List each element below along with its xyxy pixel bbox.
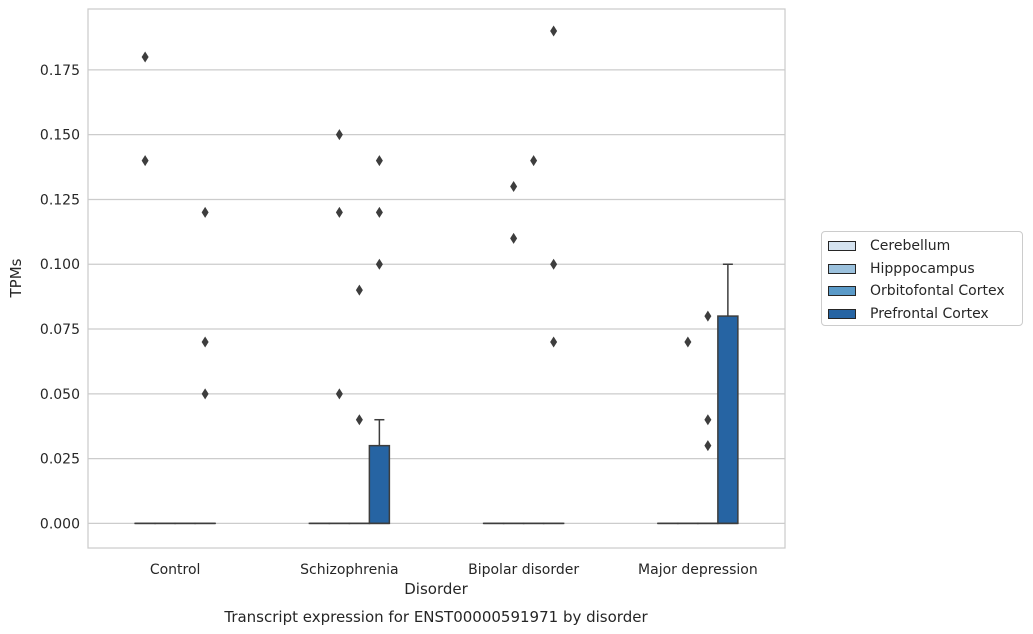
x-tick-labels: Control Schizophrenia Bipolar disorder Majo… bbox=[150, 562, 758, 578]
box-group bbox=[522, 155, 545, 525]
legend-item: Hipppocampus bbox=[828, 258, 1022, 281]
outlier-point bbox=[335, 129, 343, 141]
y-tick-label: 0.125 bbox=[40, 192, 80, 208]
box-group bbox=[194, 206, 216, 525]
outlier-point bbox=[704, 310, 712, 322]
chart-title: Transcript expression for ENST0000059197… bbox=[223, 608, 648, 626]
legend-label: Orbitofontal Cortex bbox=[870, 283, 1005, 300]
y-axis-title: TPMs bbox=[7, 258, 25, 298]
outlier-point bbox=[375, 155, 383, 167]
outlier-point bbox=[201, 336, 209, 348]
legend-item: Orbitofontal Cortex bbox=[828, 280, 1022, 303]
x-tick-label: Major depression bbox=[638, 562, 758, 578]
box-group bbox=[368, 155, 391, 525]
legend-item: Cerebellum bbox=[828, 235, 1022, 258]
outlier-point bbox=[375, 206, 383, 218]
legend-label: Prefrontal Cortex bbox=[870, 305, 989, 322]
box-group bbox=[677, 336, 699, 525]
outlier-point bbox=[335, 206, 343, 218]
legend-item: Prefrontal Cortex bbox=[828, 303, 1022, 326]
legend-swatch bbox=[828, 286, 856, 297]
box-group bbox=[542, 25, 565, 525]
outlier-point bbox=[141, 51, 149, 63]
box-group bbox=[348, 284, 371, 525]
outlier-point bbox=[335, 388, 343, 400]
y-tick-label: 0.100 bbox=[40, 257, 80, 273]
outlier-point bbox=[550, 258, 558, 270]
y-tick-label: 0.175 bbox=[40, 63, 80, 79]
outlier-point bbox=[704, 440, 712, 452]
outlier-point bbox=[141, 155, 149, 167]
box-group bbox=[134, 51, 156, 525]
y-tick-labels: 0.000 0.025 0.050 0.075 0.100 0.125 0.150 0.175 bbox=[40, 63, 80, 532]
outlier-point bbox=[375, 258, 383, 270]
legend: Cerebellum Hipppocampus Orbitofontal Cor… bbox=[821, 231, 1023, 326]
x-axis-title: Disorder bbox=[404, 580, 468, 598]
box-rect bbox=[717, 315, 739, 525]
outlier-point bbox=[530, 155, 538, 167]
x-tick-label: Control bbox=[150, 562, 201, 578]
outlier-point bbox=[201, 388, 209, 400]
plot-frame bbox=[87, 8, 786, 549]
y-tick-label: 0.050 bbox=[40, 387, 80, 403]
grid-lines bbox=[88, 69, 785, 525]
y-tick-label: 0.025 bbox=[40, 452, 80, 468]
y-tick-label: 0.150 bbox=[40, 128, 80, 144]
outlier-point bbox=[550, 25, 558, 37]
box-rect bbox=[368, 444, 391, 525]
y-tick-label: 0.000 bbox=[40, 516, 80, 532]
outlier-point bbox=[510, 232, 518, 244]
outlier-point bbox=[355, 414, 363, 426]
legend-swatch bbox=[828, 263, 856, 274]
legend-label: Hipppocampus bbox=[870, 260, 975, 277]
y-tick-label: 0.075 bbox=[40, 322, 80, 338]
outlier-point bbox=[355, 284, 363, 296]
outlier-point bbox=[550, 336, 558, 348]
legend-swatch bbox=[828, 308, 856, 319]
outlier-point bbox=[704, 414, 712, 426]
outlier-point bbox=[510, 181, 518, 193]
box-group bbox=[697, 310, 719, 525]
box-group bbox=[717, 263, 739, 525]
box-group bbox=[502, 181, 525, 525]
legend-label: Cerebellum bbox=[870, 238, 951, 255]
legend-swatch bbox=[828, 241, 856, 252]
outlier-point bbox=[684, 336, 692, 348]
x-tick-label: Bipolar disorder bbox=[468, 562, 579, 578]
box-group bbox=[328, 129, 351, 525]
box-marks bbox=[134, 25, 739, 525]
x-tick-label: Schizophrenia bbox=[300, 562, 398, 578]
outlier-point bbox=[201, 206, 209, 218]
